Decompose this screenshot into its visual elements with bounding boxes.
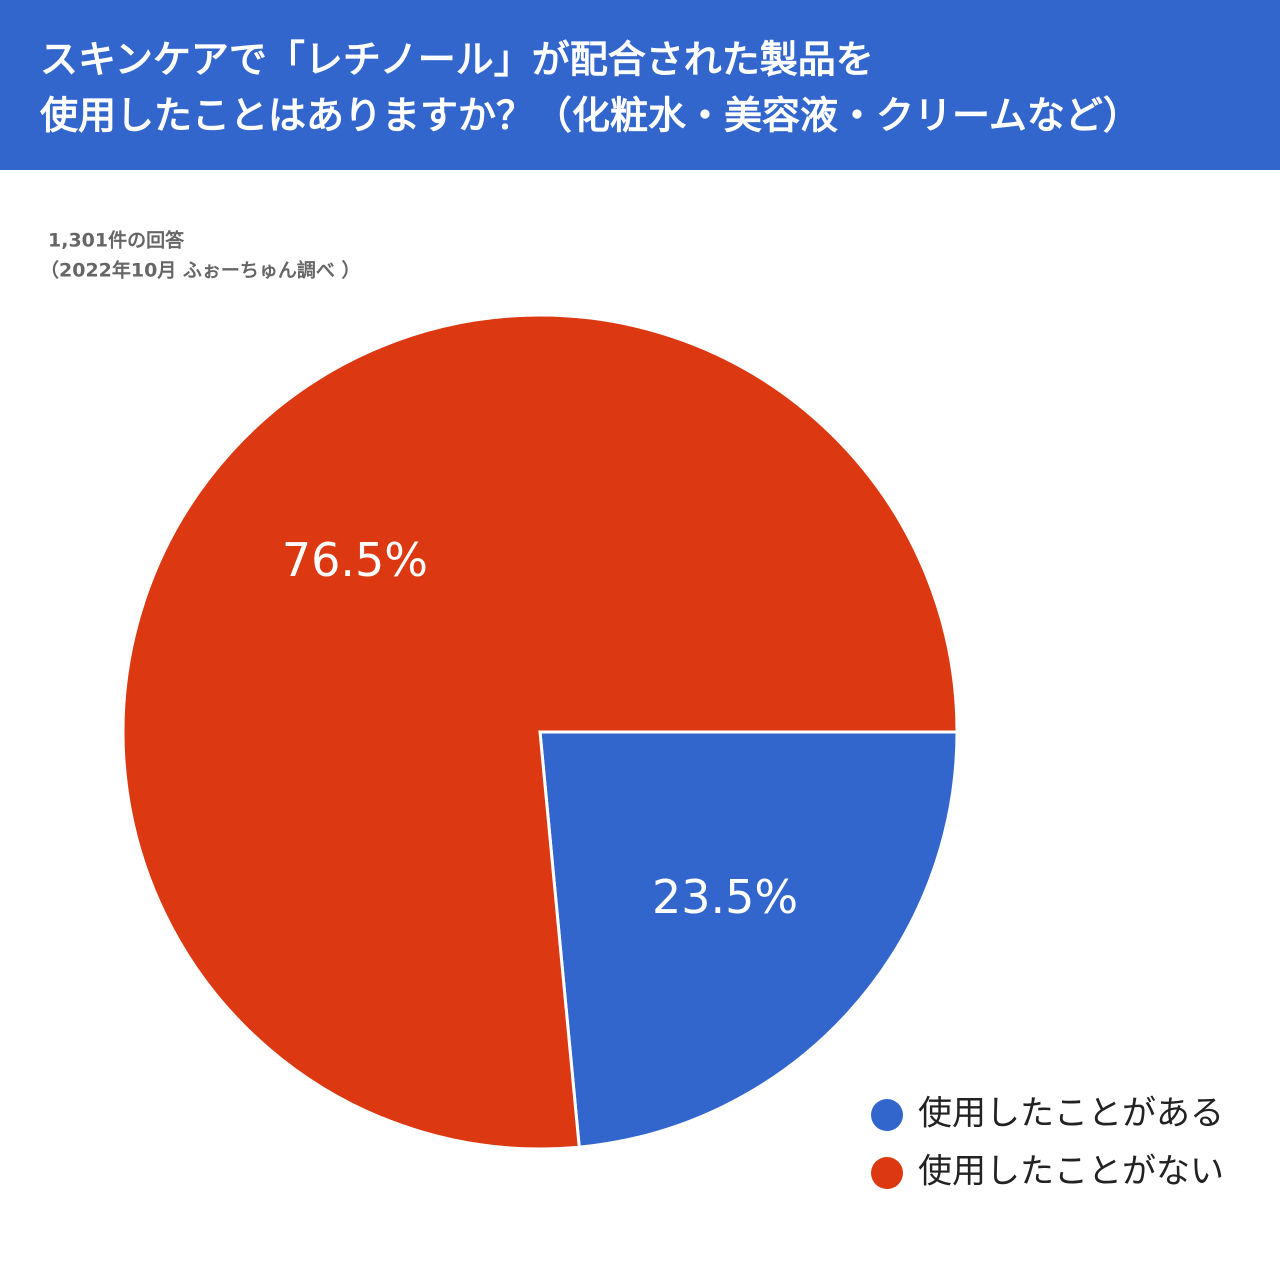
chart-subtitle: （2022年10月 ふぉーちゅん調べ ） — [40, 259, 361, 282]
chart-title: 使用したことはありますか？（化粧水・美容液・クリームなど） — [40, 94, 1141, 138]
value-label: 23.5% — [652, 870, 798, 924]
pie-slice — [538, 730, 959, 1149]
title-bar — [0, 0, 1280, 170]
legend-label: 使用したことがある — [918, 1094, 1224, 1134]
legend-marker — [871, 1099, 903, 1131]
chart-title: スキンケアで「レチノール」が配合された製品を — [40, 38, 874, 82]
pie-slice — [121, 313, 959, 1151]
legend-label: 使用したことがない — [918, 1152, 1224, 1192]
legend-marker — [871, 1157, 903, 1189]
chart-subtitle: 1,301件の回答 — [48, 229, 185, 252]
value-label: 76.5% — [282, 533, 428, 587]
